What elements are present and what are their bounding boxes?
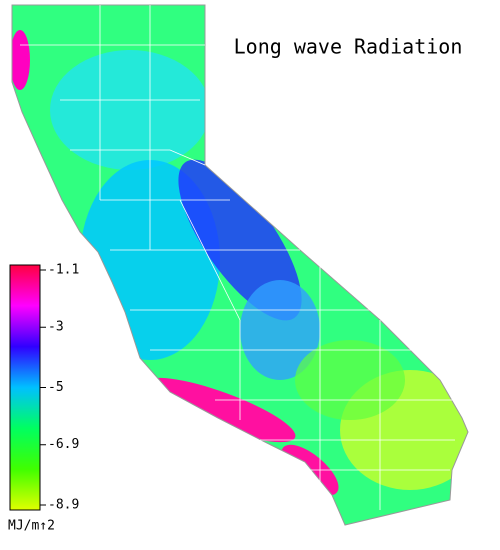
colorbar-tick-label: -3 bbox=[48, 320, 64, 335]
county-lines bbox=[20, 5, 460, 520]
state-outline bbox=[11, 4, 469, 526]
colorbar-tick-label: -5 bbox=[48, 380, 64, 395]
colorbar bbox=[9, 264, 41, 511]
colorbar-tick-label: -6.9 bbox=[48, 437, 79, 452]
map-title: Long wave Radiation bbox=[234, 35, 463, 59]
colorbar-tick-label: -1.1 bbox=[48, 263, 79, 278]
colorbar-unit: MJ/m↑2 bbox=[8, 519, 55, 534]
colorbar-tick-label: -8.9 bbox=[48, 498, 79, 513]
